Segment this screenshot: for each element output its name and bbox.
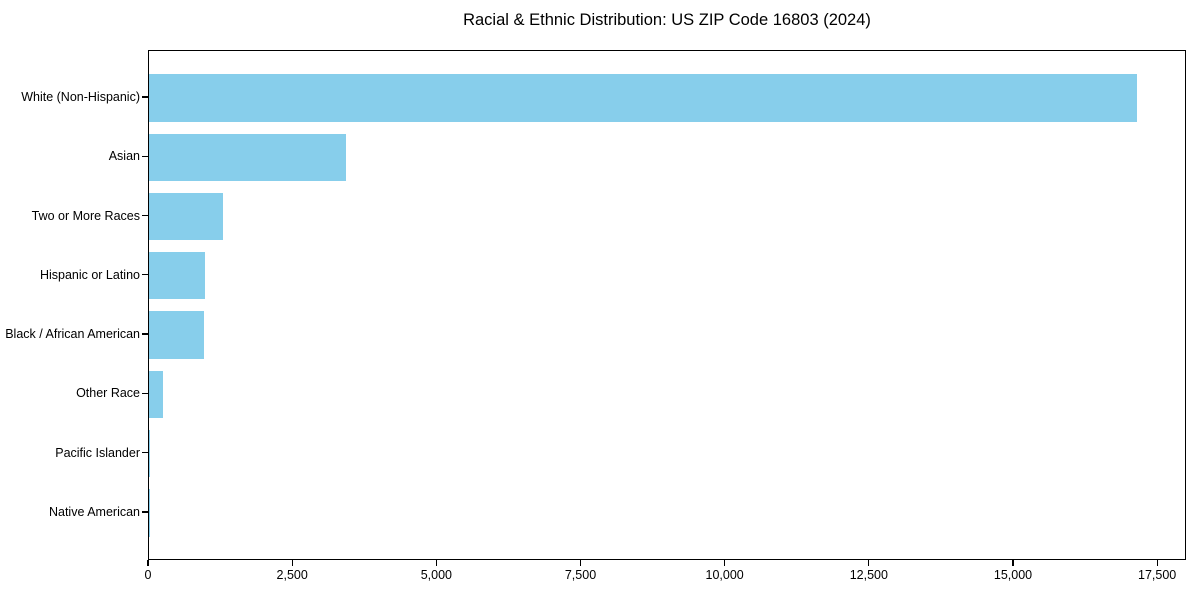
- y-axis-tick: [141, 392, 148, 395]
- x-axis-tick: [868, 560, 870, 566]
- x-axis-tick: [724, 560, 726, 566]
- x-axis-tick-label: 2,500: [276, 568, 308, 582]
- y-axis-label: Pacific Islander: [55, 445, 140, 460]
- x-axis-tick: [147, 560, 149, 566]
- x-axis-tick: [1156, 560, 1158, 566]
- x-axis-tick-label: 0: [144, 568, 152, 582]
- chart-title: Racial & Ethnic Distribution: US ZIP Cod…: [463, 11, 871, 29]
- x-axis-tick: [579, 560, 582, 566]
- x-axis-tick-label: 10,000: [705, 568, 744, 582]
- y-axis-label: Asian: [108, 149, 140, 164]
- y-axis-tick: [141, 96, 148, 98]
- bar-native-american: [149, 489, 150, 537]
- y-axis-tick: [141, 155, 148, 157]
- bar-black-african-american: [149, 311, 205, 359]
- y-axis-label: Two or More Races: [31, 208, 140, 223]
- y-axis-tick: [141, 511, 148, 513]
- plot-area: [148, 50, 1186, 560]
- x-axis-tick-label: 15,000: [993, 568, 1033, 582]
- x-axis-tick-label: 5,000: [420, 568, 452, 582]
- y-axis-tick: [141, 333, 148, 335]
- bar-asian: [149, 133, 346, 181]
- y-axis-tick: [141, 274, 148, 276]
- bar-hispanic-or-latino: [149, 252, 205, 300]
- bar-other-race: [149, 370, 163, 419]
- x-axis-tick: [1012, 560, 1014, 566]
- bar-white-non-hispanic: [149, 74, 1138, 122]
- y-axis-tick: [141, 214, 148, 217]
- x-axis-tick-label: 12,500: [849, 568, 888, 582]
- y-axis-label: Black / African American: [5, 327, 140, 342]
- y-axis-label: Other Race: [76, 386, 140, 401]
- x-axis-tick: [435, 560, 437, 566]
- y-axis-label: White (Non-Hispanic): [21, 89, 140, 104]
- y-axis-tick: [141, 452, 148, 454]
- x-axis-tick-label: 7,500: [564, 568, 597, 582]
- bar-pacific-islander: [149, 430, 150, 478]
- y-axis-label: Native American: [48, 505, 140, 519]
- y-axis-label: Hispanic or Latino: [39, 267, 140, 282]
- bar-two-or-more-races: [149, 192, 223, 241]
- x-axis-tick-label: 17,500: [1138, 568, 1177, 582]
- x-axis-tick: [291, 560, 293, 566]
